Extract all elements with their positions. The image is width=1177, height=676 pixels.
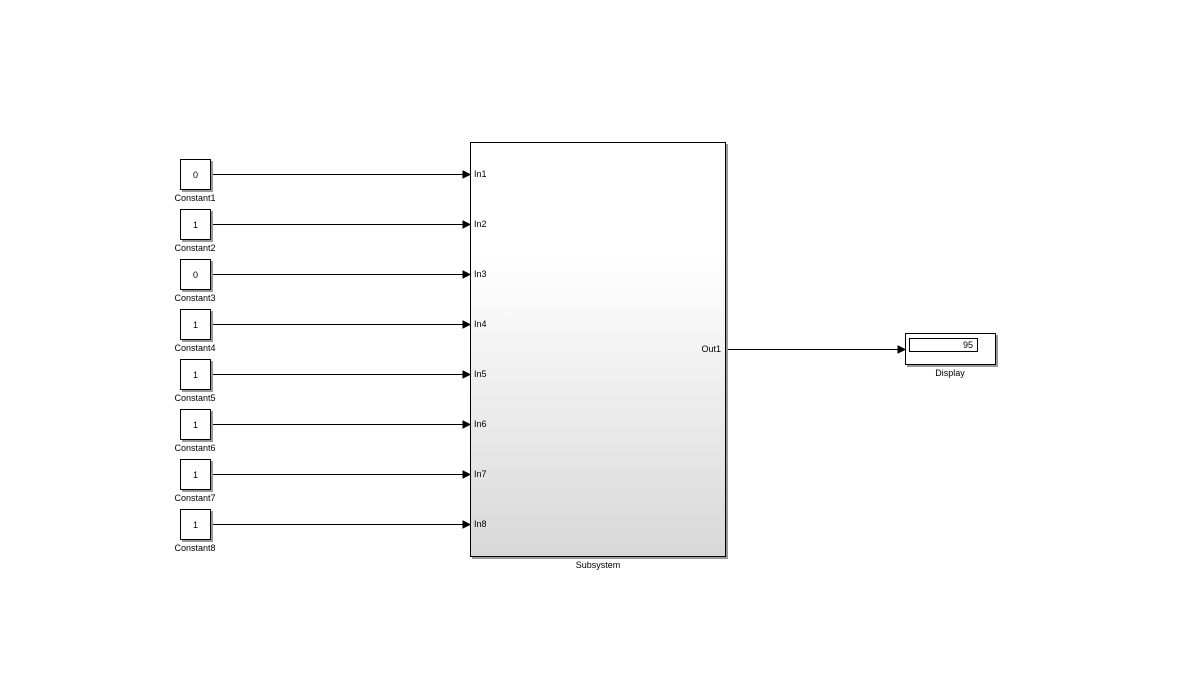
arrowhead-3 — [462, 270, 472, 279]
output-port-label: Out1 — [701, 344, 721, 354]
input-port-label: In1 — [474, 169, 487, 179]
subsystem-label: Subsystem — [575, 560, 621, 570]
constant-label: Constant1 — [174, 193, 216, 203]
constant-block-6[interactable]: 1 — [180, 409, 211, 440]
input-port-label: In5 — [474, 369, 487, 379]
display-label: Display — [935, 368, 965, 378]
constant-block-2[interactable]: 1 — [180, 209, 211, 240]
constant-block-8[interactable]: 1 — [180, 509, 211, 540]
constant-value: 1 — [192, 469, 198, 480]
input-port-label: In2 — [474, 219, 487, 229]
constant-block-5[interactable]: 1 — [180, 359, 211, 390]
constant-block-7[interactable]: 1 — [180, 459, 211, 490]
constant-value: 1 — [192, 219, 198, 230]
constant-value: 1 — [192, 369, 198, 380]
constant-label: Constant8 — [174, 543, 216, 553]
constant-label: Constant2 — [174, 243, 216, 253]
input-port-label: In3 — [474, 269, 487, 279]
arrowhead-8 — [462, 520, 472, 529]
constant-block-4[interactable]: 1 — [180, 309, 211, 340]
input-port-label: In4 — [474, 319, 487, 329]
constant-label: Constant5 — [174, 393, 216, 403]
arrowhead-5 — [462, 370, 472, 379]
constant-label: Constant3 — [174, 293, 216, 303]
constant-block-3[interactable]: 0 — [180, 259, 211, 290]
constant-block-1[interactable]: 0 — [180, 159, 211, 190]
constant-label: Constant4 — [174, 343, 216, 353]
constant-label: Constant6 — [174, 443, 216, 453]
input-port-label: In8 — [474, 519, 487, 529]
arrowhead-out — [897, 345, 907, 354]
constant-value: 0 — [192, 269, 198, 280]
arrowhead-1 — [462, 170, 472, 179]
arrowhead-7 — [462, 470, 472, 479]
constant-value: 1 — [192, 519, 198, 530]
display-block[interactable]: 95 — [905, 333, 996, 365]
constant-value: 1 — [192, 419, 198, 430]
display-value: 95 — [909, 338, 978, 352]
arrowhead-4 — [462, 320, 472, 329]
subsystem-block[interactable]: In1 In2 In3 In4 In5 In6 In7 In8 Out1 — [470, 142, 726, 557]
arrowhead-6 — [462, 420, 472, 429]
constant-label: Constant7 — [174, 493, 216, 503]
input-port-label: In6 — [474, 419, 487, 429]
constant-value: 1 — [192, 319, 198, 330]
arrowhead-2 — [462, 220, 472, 229]
constant-value: 0 — [192, 169, 198, 180]
input-port-label: In7 — [474, 469, 487, 479]
